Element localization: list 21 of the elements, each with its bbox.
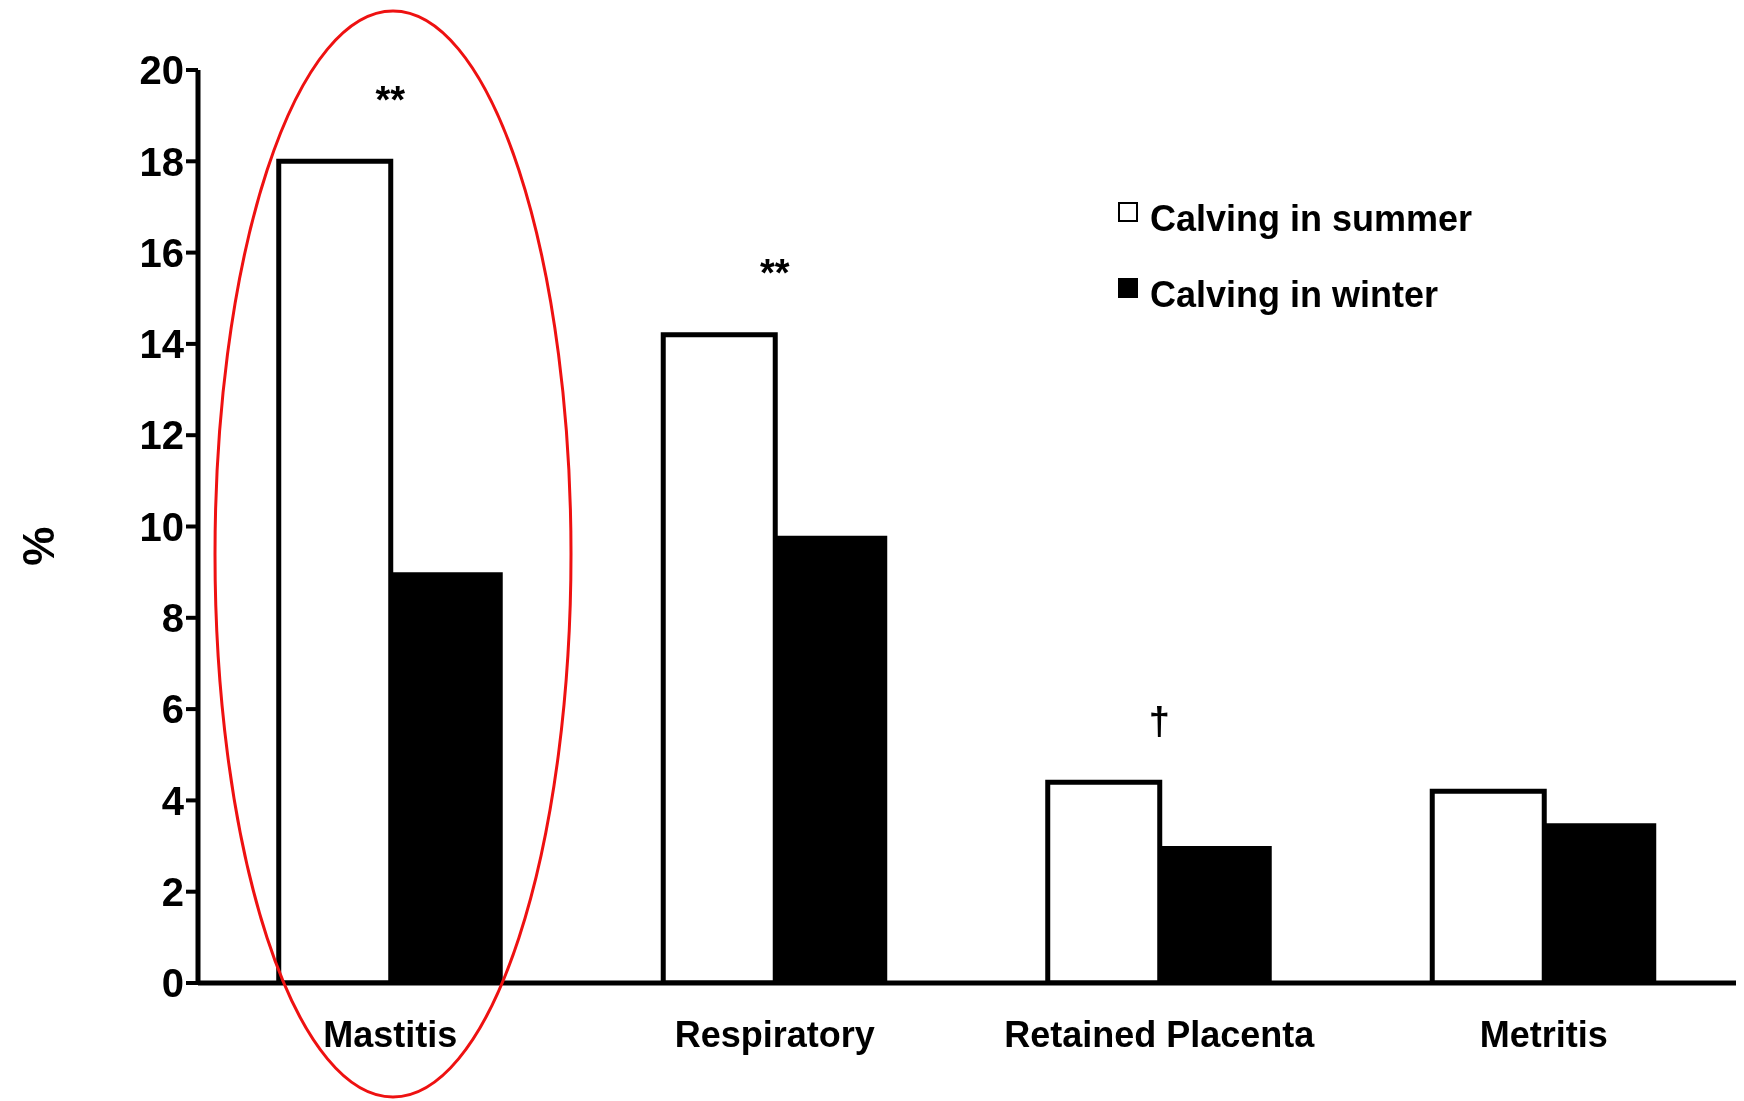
y-tick-label: 12	[139, 413, 184, 458]
x-tick-label: Respiratory	[674, 1013, 875, 1055]
y-tick-label: 16	[139, 230, 184, 275]
y-tick-label: 14	[139, 322, 185, 367]
annotation: **	[759, 252, 790, 295]
y-tick-label: 4	[161, 778, 185, 823]
y-axis-title: %	[13, 526, 63, 566]
x-tick-label: Metritis	[1479, 1013, 1608, 1055]
y-tick-label: 2	[161, 869, 184, 914]
y-tick-label: 8	[161, 596, 184, 640]
y-tick-label: 0	[161, 961, 184, 1006]
y-tick-label: 6	[161, 687, 184, 732]
annotation: **	[375, 78, 406, 121]
legend-label: Calving in summer	[1150, 198, 1473, 240]
y-tick-label: 20	[139, 48, 184, 93]
x-tick-label: Mastitis	[323, 1013, 458, 1055]
y-tick-label: 10	[139, 504, 184, 549]
x-tick-label: Retained Placenta	[1004, 1013, 1316, 1055]
y-tick-label: 18	[139, 139, 184, 184]
legend-label: Calving in winter	[1150, 274, 1439, 316]
annotation: †	[1148, 699, 1170, 742]
